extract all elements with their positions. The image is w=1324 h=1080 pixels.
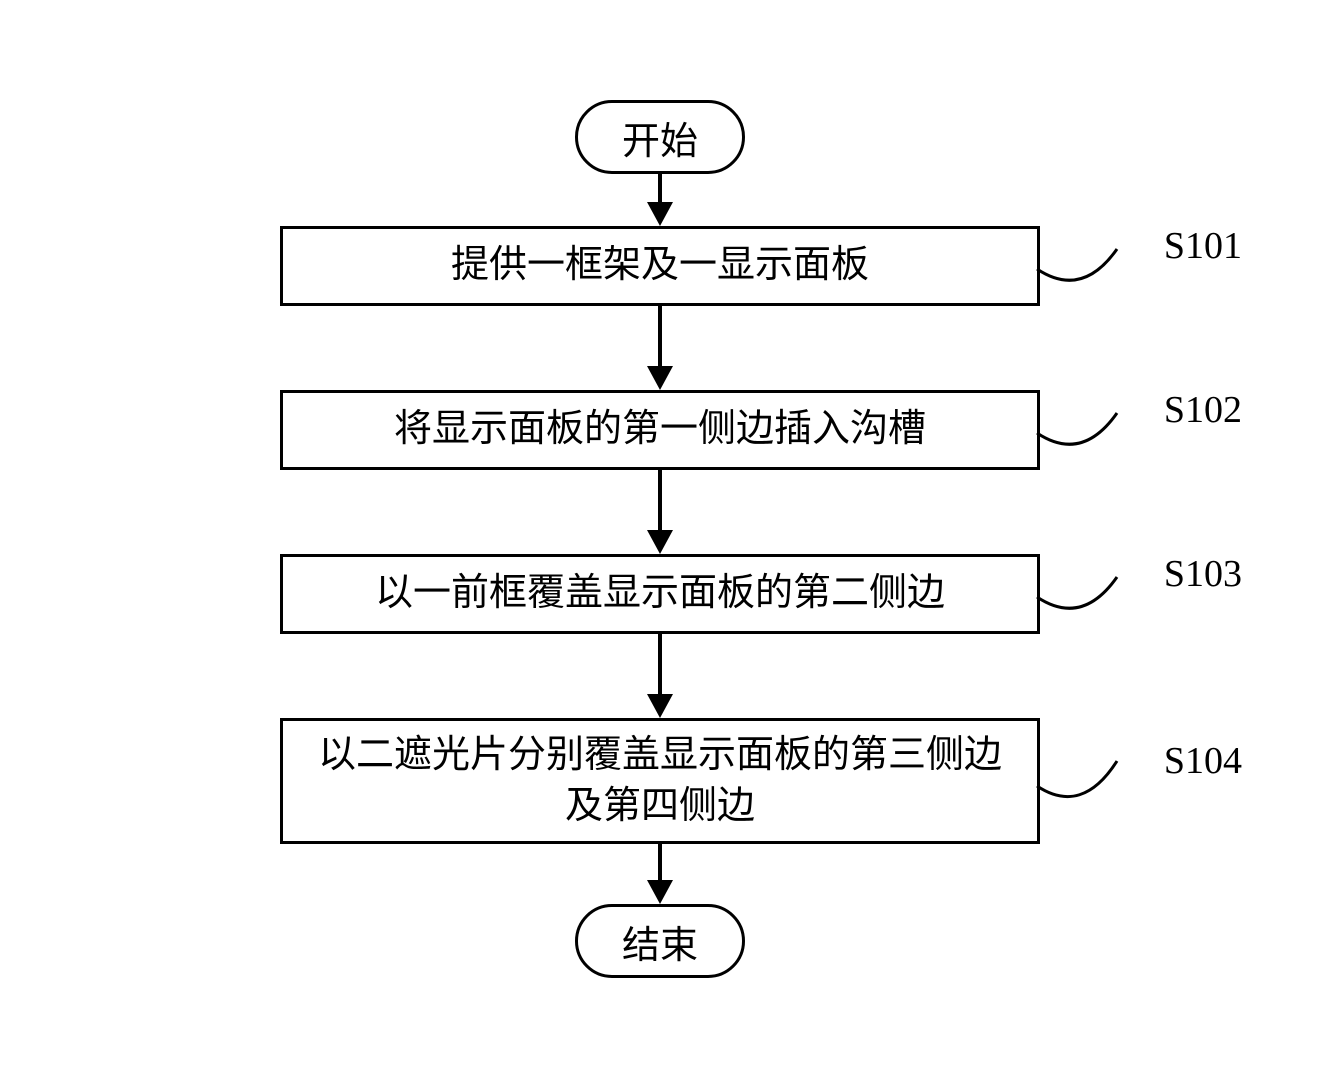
end-text: 结束 [622, 914, 698, 969]
label-s104: S104 [1164, 736, 1242, 787]
process-s101-text: 提供一框架及一显示面板 [451, 240, 869, 291]
arrowhead-3 [647, 530, 673, 554]
process-s101: 提供一框架及一显示面板 S101 [280, 226, 1040, 306]
arrow-s101-s102 [180, 306, 1140, 366]
start-terminator: 开始 [575, 100, 745, 174]
flowchart-canvas: 开始 提供一框架及一显示面板 S101 将显示面板的第一侧边插入沟槽 S102 … [180, 100, 1140, 978]
process-s102-text: 将显示面板的第一侧边插入沟槽 [394, 404, 926, 455]
process-s102: 将显示面板的第一侧边插入沟槽 S102 [280, 390, 1040, 470]
end-terminator: 结束 [575, 904, 745, 978]
arrow-s102-s103 [180, 470, 1140, 530]
process-s103: 以一前框覆盖显示面板的第二侧边 S103 [280, 554, 1040, 634]
connector-s104 [1037, 751, 1127, 821]
arrowhead-5 [647, 880, 673, 904]
arrowhead-4 [647, 694, 673, 718]
label-s103: S103 [1164, 549, 1242, 600]
label-s102: S102 [1164, 385, 1242, 436]
connector-s103 [1037, 567, 1127, 627]
arrowhead-2 [647, 366, 673, 390]
arrowhead-1 [647, 202, 673, 226]
arrow-start-s101 [180, 174, 1140, 202]
connector-s102 [1037, 403, 1127, 463]
process-s104: 以二遮光片分别覆盖显示面板的第三侧边及第四侧边 S104 [280, 718, 1040, 844]
process-s103-text: 以一前框覆盖显示面板的第二侧边 [375, 568, 945, 619]
label-s101: S101 [1164, 221, 1242, 272]
arrow-s103-s104 [180, 634, 1140, 694]
connector-s101 [1037, 239, 1127, 299]
start-text: 开始 [622, 110, 698, 165]
arrow-s104-end [180, 844, 1140, 880]
process-s104-text: 以二遮光片分别覆盖显示面板的第三侧边及第四侧边 [303, 730, 1017, 833]
